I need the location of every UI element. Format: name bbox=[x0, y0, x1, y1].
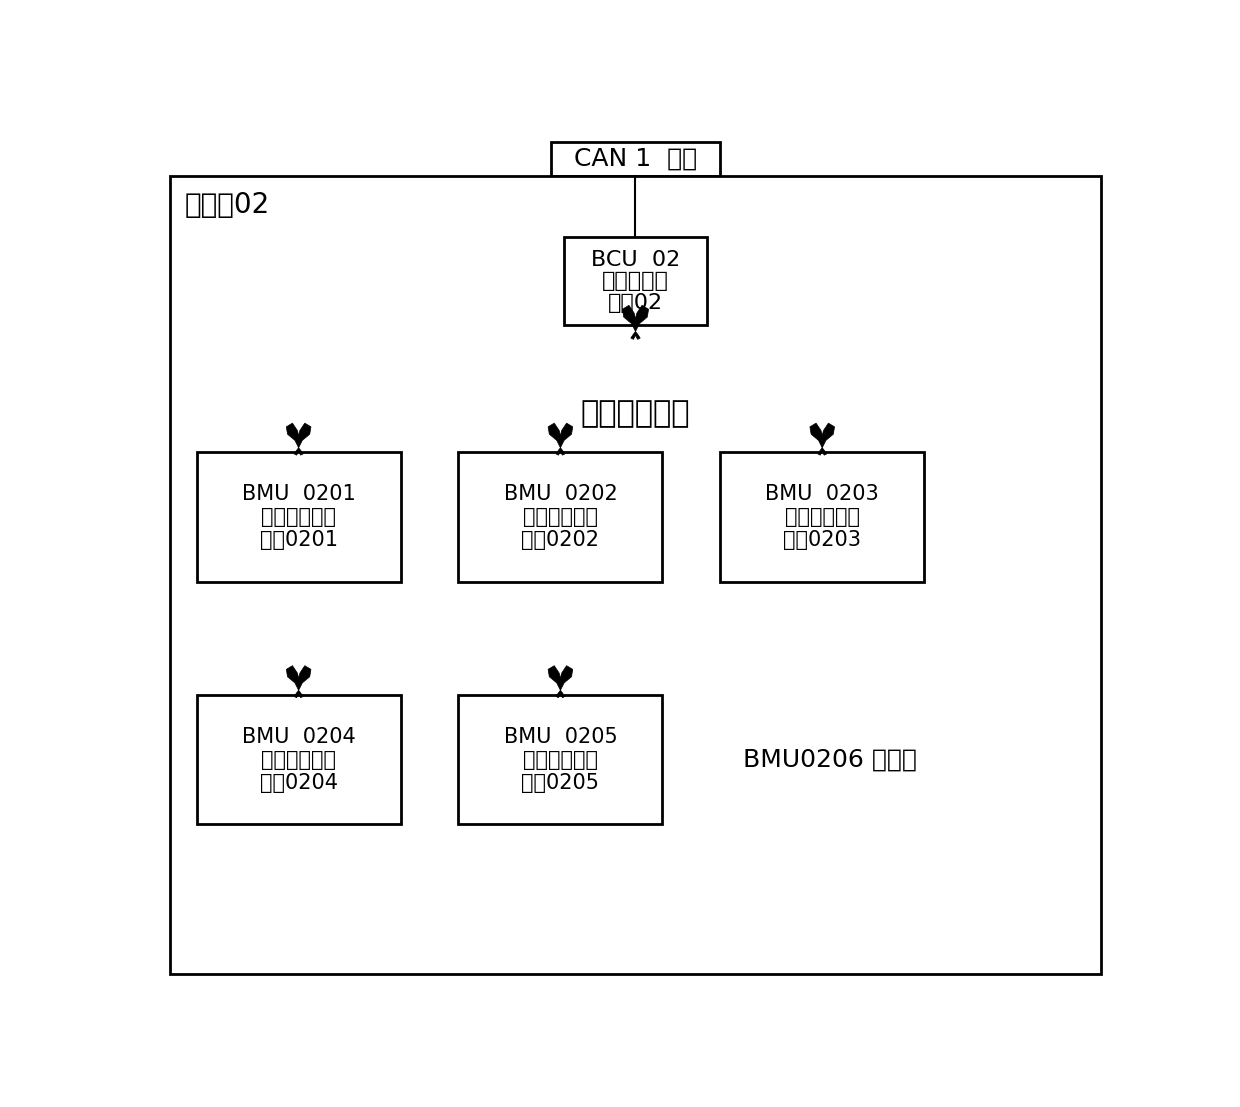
Polygon shape bbox=[294, 447, 299, 455]
Polygon shape bbox=[818, 447, 822, 455]
Bar bbox=[564, 237, 707, 325]
Polygon shape bbox=[299, 447, 303, 455]
Polygon shape bbox=[635, 331, 640, 340]
Text: 单元0201: 单元0201 bbox=[259, 530, 337, 550]
Polygon shape bbox=[286, 423, 299, 447]
Polygon shape bbox=[631, 331, 635, 340]
Polygon shape bbox=[560, 665, 573, 691]
Polygon shape bbox=[294, 691, 299, 697]
Bar bbox=[720, 453, 924, 582]
Text: 单元02: 单元02 bbox=[608, 292, 663, 312]
Bar bbox=[197, 453, 401, 582]
Text: BMU  0203: BMU 0203 bbox=[765, 484, 879, 504]
Text: BCU  02: BCU 02 bbox=[591, 249, 680, 269]
Text: 电池串管理: 电池串管理 bbox=[603, 271, 668, 291]
Bar bbox=[459, 695, 662, 825]
Polygon shape bbox=[299, 665, 311, 691]
Polygon shape bbox=[560, 447, 565, 455]
Polygon shape bbox=[560, 691, 565, 697]
Polygon shape bbox=[810, 423, 822, 447]
Text: 电池模组管理: 电池模组管理 bbox=[523, 749, 598, 769]
Text: BMU  0201: BMU 0201 bbox=[242, 484, 356, 504]
Polygon shape bbox=[299, 423, 311, 447]
Text: 单元0203: 单元0203 bbox=[784, 530, 862, 550]
Text: 电池模组管理: 电池模组管理 bbox=[785, 507, 859, 527]
Polygon shape bbox=[822, 447, 827, 455]
Text: CAN 1  通讯: CAN 1 通讯 bbox=[574, 147, 697, 170]
Polygon shape bbox=[560, 423, 573, 447]
Polygon shape bbox=[556, 691, 560, 697]
Text: 电池模组管理: 电池模组管理 bbox=[262, 749, 336, 769]
Text: 蓝牙通讯区域: 蓝牙通讯区域 bbox=[580, 400, 691, 428]
Text: BMU0206 。。。: BMU0206 。。。 bbox=[743, 747, 918, 772]
Bar bbox=[197, 695, 401, 825]
Polygon shape bbox=[622, 306, 635, 331]
Polygon shape bbox=[548, 423, 560, 447]
Text: 单元0202: 单元0202 bbox=[522, 530, 599, 550]
Polygon shape bbox=[556, 447, 560, 455]
Text: BMU  0204: BMU 0204 bbox=[242, 726, 356, 746]
Text: 电池簇02: 电池簇02 bbox=[185, 192, 270, 219]
Text: BMU  0205: BMU 0205 bbox=[503, 726, 618, 746]
Text: 单元0204: 单元0204 bbox=[259, 773, 337, 793]
Polygon shape bbox=[635, 306, 649, 331]
Bar bbox=[551, 142, 720, 176]
Text: BMU  0202: BMU 0202 bbox=[503, 484, 618, 504]
Text: 电池模组管理: 电池模组管理 bbox=[523, 507, 598, 527]
Text: 电池模组管理: 电池模组管理 bbox=[262, 507, 336, 527]
Polygon shape bbox=[299, 691, 303, 697]
Polygon shape bbox=[822, 423, 835, 447]
Text: 单元0205: 单元0205 bbox=[522, 773, 599, 793]
Bar bbox=[459, 453, 662, 582]
Polygon shape bbox=[286, 665, 299, 691]
Polygon shape bbox=[548, 665, 560, 691]
